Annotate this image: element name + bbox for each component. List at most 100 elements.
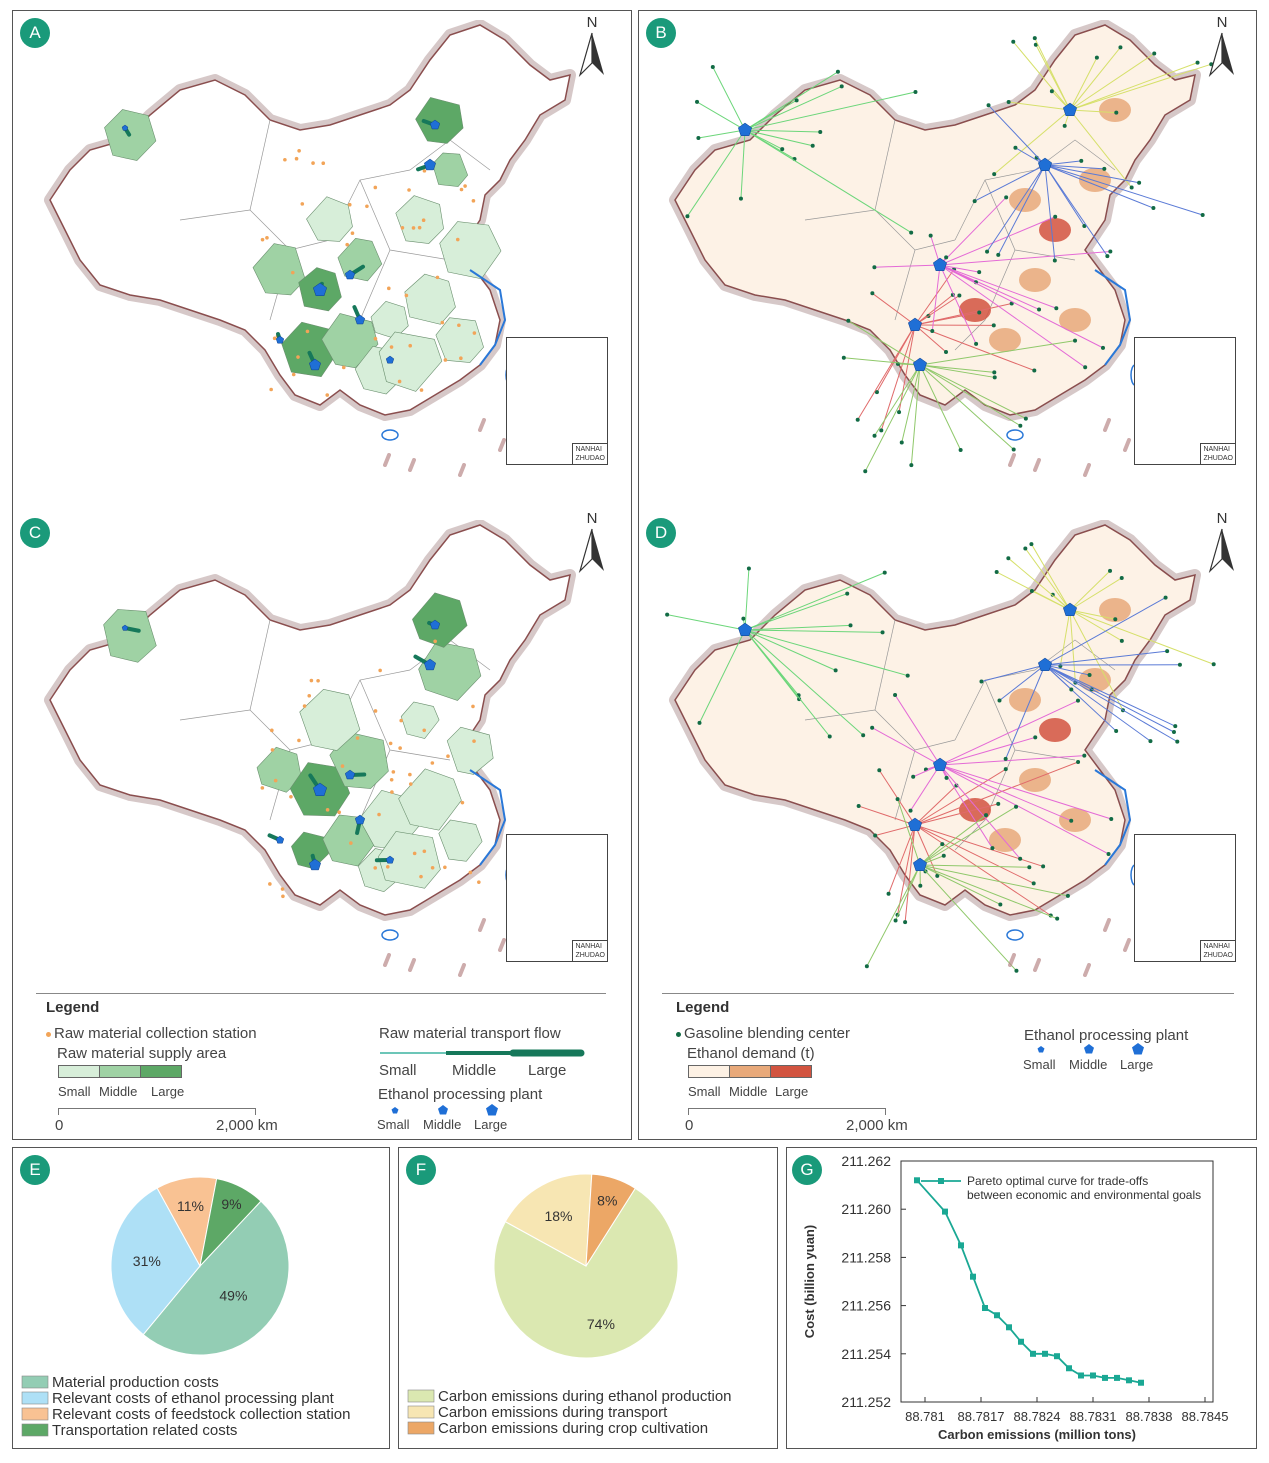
supply-area-cell (256, 746, 302, 793)
province-boundary (249, 619, 271, 711)
sea-boundary-dash (1083, 463, 1091, 477)
distribution-flow (1069, 609, 1116, 620)
legend-marker (938, 1178, 944, 1184)
blending-center (1011, 447, 1016, 452)
distribution-flow (894, 694, 941, 766)
distribution-flow (901, 364, 921, 443)
supply-area-cell (418, 641, 482, 701)
collection-station (373, 185, 378, 190)
pie-data-label: 74% (587, 1316, 615, 1332)
demand-large-label: Large (775, 1084, 809, 1099)
blending-center (1148, 739, 1153, 744)
distribution-flow (871, 727, 941, 766)
distribution-flow (897, 824, 916, 915)
blending-center (1151, 206, 1156, 211)
distribution-flow (740, 129, 746, 199)
blending-center (1031, 881, 1036, 886)
demand-area (989, 328, 1021, 352)
collection-station (422, 169, 427, 173)
processing-plant (738, 122, 752, 136)
blending-center (1029, 588, 1034, 593)
blending-center (870, 291, 875, 296)
collection-station (459, 187, 464, 192)
legend-collection-station: Raw material collection station (46, 1025, 257, 1042)
blending-center (841, 355, 846, 360)
processing-plant (313, 282, 327, 296)
distribution-flow (939, 264, 1104, 349)
blending-center (710, 65, 715, 70)
collection-station (408, 772, 412, 777)
blending-center (738, 196, 743, 201)
distribution-flow (914, 761, 1079, 826)
blending-center (979, 679, 984, 684)
distribution-flow (914, 294, 954, 326)
blending-center (994, 570, 999, 575)
distribution-flow (712, 66, 746, 131)
supply-area-swatches (58, 1065, 182, 1083)
province-boundary (894, 749, 916, 821)
distribution-flow (1044, 664, 1178, 743)
collection-station (268, 882, 272, 886)
supply-area-cell (438, 819, 483, 862)
demand-area (1059, 308, 1091, 332)
supply-area-cell (378, 831, 441, 889)
demand-swatches (688, 1065, 812, 1083)
scale-end-left: 2,000 km (216, 1117, 278, 1134)
province-boundary (894, 249, 916, 321)
blending-center (899, 440, 904, 445)
distribution-flow (872, 292, 916, 326)
x-tick-label: 88.781 (905, 1409, 945, 1424)
distribution-flow (914, 803, 999, 826)
distribution-flow (919, 864, 1017, 972)
plant-small-label-left: Small (377, 1117, 410, 1132)
blending-center (895, 797, 900, 802)
legend-label: Carbon emissions during ethanol producti… (438, 1388, 732, 1405)
blending-center (872, 265, 877, 270)
sea-boundary-dash (1008, 953, 1016, 967)
blending-center (1053, 214, 1058, 219)
demand-area (1059, 808, 1091, 832)
collection-station (325, 808, 330, 812)
pareto-point (914, 1177, 920, 1184)
distribution-flow (1069, 609, 1124, 711)
sea-boundary-dash (383, 953, 391, 967)
blending-center (810, 143, 815, 148)
sea-boundary-dash (1123, 438, 1131, 452)
distribution-flow (919, 364, 1027, 420)
blending-center (1062, 123, 1067, 128)
pie-data-label: 11% (177, 1198, 204, 1214)
distribution-flow (1069, 109, 1133, 188)
blending-center (864, 964, 869, 969)
plant-middle-icon (1084, 1044, 1094, 1054)
distribution-flow (866, 864, 921, 967)
collection-station (289, 794, 293, 799)
collection-station (385, 865, 390, 869)
distribution-flow (999, 664, 1046, 701)
pareto-point (970, 1273, 976, 1280)
distribution-flow (744, 129, 821, 133)
pareto-point (1114, 1374, 1120, 1381)
processing-plant (424, 658, 436, 671)
blending-center (861, 733, 866, 738)
blending-center (1052, 258, 1057, 263)
blending-center (874, 390, 879, 395)
supply-area-cell (404, 273, 456, 325)
blending-center (1032, 368, 1037, 373)
blending-center (1106, 851, 1111, 856)
province-boundary (179, 209, 331, 251)
collection-station (373, 336, 378, 341)
distribution-flow (1044, 164, 1108, 257)
legend-label: Carbon emissions during crop cultivation (438, 1420, 708, 1437)
distribution-flow (687, 129, 746, 217)
collection-station (350, 231, 355, 236)
distribution-flow (744, 624, 851, 631)
blending-center (1069, 687, 1074, 692)
collection-station (302, 704, 307, 708)
y-tick-label: 211.262 (841, 1153, 891, 1169)
collection-station (421, 218, 426, 223)
legend-label: Pareto optimal curve for trade-offs (967, 1174, 1148, 1188)
blending-center (1023, 546, 1028, 551)
distribution-flow (1044, 664, 1175, 733)
processing-plant (933, 757, 947, 771)
distribution-flow (919, 806, 1017, 866)
